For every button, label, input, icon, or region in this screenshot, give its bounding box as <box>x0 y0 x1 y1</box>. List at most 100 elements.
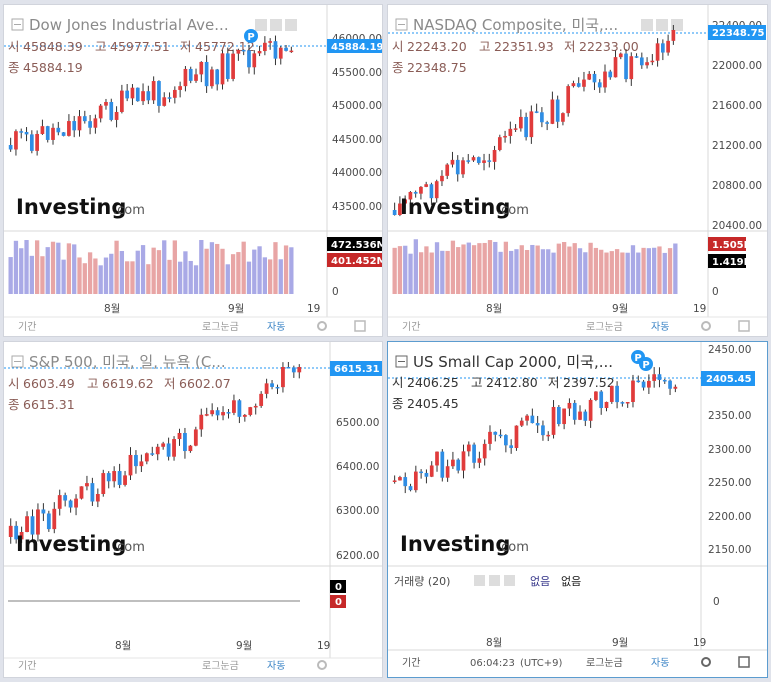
p-badge[interactable]: P P <box>631 350 653 371</box>
candle-down <box>56 127 61 133</box>
svg-text:종: 종 <box>8 60 20 75</box>
volume-bars <box>8 240 294 294</box>
candle-down <box>636 380 641 383</box>
settings-icon <box>641 19 653 31</box>
candle-up <box>172 439 176 457</box>
gear-icon[interactable] <box>489 575 500 586</box>
fullscreen-icon[interactable] <box>354 320 366 332</box>
volume-bar <box>556 243 561 294</box>
minimize-icon[interactable] <box>11 355 24 368</box>
candle-up <box>629 56 634 80</box>
gear-icon[interactable] <box>317 321 327 331</box>
auto-scale-button[interactable]: 자동 <box>651 657 669 669</box>
candle-up <box>112 471 117 482</box>
volume-bar <box>236 252 241 294</box>
svg-text:45884.19: 45884.19 <box>331 42 383 53</box>
candle-up <box>482 160 486 163</box>
period-button[interactable]: 기간 <box>18 321 36 333</box>
candle-up <box>281 367 285 388</box>
log-scale-button[interactable]: 로그눈금 <box>202 321 239 333</box>
volume-bar <box>82 263 87 294</box>
chart-panel-sp500[interactable]: S&P 500, 미국, 일, 뉴욕 (C... 시 6603.49 고 661… <box>3 341 383 678</box>
gear-icon[interactable] <box>317 660 327 670</box>
candle-up <box>451 459 455 467</box>
volume-bar <box>114 240 119 294</box>
candle-down <box>509 445 514 449</box>
chart-panel-russell[interactable]: US Small Cap 2000, 미국,... P P 시 2406.25 … <box>387 341 768 678</box>
volume-bar <box>61 259 66 294</box>
candle-down <box>534 111 539 113</box>
volume-tags: 0 0 <box>330 580 346 608</box>
period-button[interactable]: 기간 <box>18 660 36 672</box>
candle-up <box>161 443 166 447</box>
svg-text:고: 고 <box>479 39 491 54</box>
candle-down <box>215 410 220 416</box>
candle-down <box>657 374 662 380</box>
candle-down <box>284 47 288 51</box>
volume-bar <box>609 251 614 294</box>
candle-up <box>466 444 471 452</box>
candle-up <box>104 101 108 106</box>
log-scale-button[interactable]: 로그눈금 <box>586 657 623 669</box>
volume-bars <box>392 239 678 294</box>
auto-scale-button[interactable]: 자동 <box>267 660 285 672</box>
svg-text:시: 시 <box>392 375 404 390</box>
settings-icon-group[interactable] <box>255 19 297 31</box>
candle-down <box>166 443 171 457</box>
chart-footer: 기간 06:04:23 (UTC+9) 로그눈금 자동 <box>402 656 750 669</box>
volume-bar <box>13 240 19 294</box>
volume-bar <box>289 247 294 294</box>
chart-title: NASDAQ Composite, 미국,... <box>413 16 618 34</box>
minimize-icon[interactable] <box>11 18 24 31</box>
chart-svg-nasdaq[interactable]: NASDAQ Composite, 미국,... 시 22243.20 고 22… <box>388 5 768 337</box>
svg-text:45977.51: 45977.51 <box>110 39 170 54</box>
volume-bar <box>461 244 466 294</box>
volume-bar <box>424 246 429 294</box>
volume-bar <box>466 242 471 294</box>
candle-down <box>608 71 613 78</box>
candle-down <box>661 43 665 53</box>
timezone-readout[interactable]: (UTC+9) <box>520 658 562 669</box>
log-scale-button[interactable]: 로그눈금 <box>586 321 623 333</box>
candle-down <box>63 495 68 501</box>
period-button[interactable]: 기간 <box>402 321 420 333</box>
minimize-icon[interactable] <box>395 18 408 31</box>
candle-up <box>525 415 529 421</box>
auto-scale-button[interactable]: 자동 <box>267 321 285 333</box>
candle-down <box>150 453 155 455</box>
candle-down <box>135 87 140 102</box>
svg-text:20800.00: 20800.00 <box>712 180 762 192</box>
chart-panel-nasdaq[interactable]: NASDAQ Composite, 미국,... 시 22243.20 고 22… <box>387 4 768 337</box>
candle-up <box>471 157 476 161</box>
log-scale-button[interactable]: 로그눈금 <box>202 660 239 672</box>
settings-icon-group[interactable] <box>641 19 683 31</box>
chart-svg-russell[interactable]: US Small Cap 2000, 미국,... P P 시 2406.25 … <box>388 342 768 678</box>
fullscreen-icon[interactable] <box>738 656 750 668</box>
p-badge[interactable]: P <box>244 29 258 43</box>
close-icon[interactable] <box>504 575 515 586</box>
minimize-icon[interactable] <box>395 355 408 368</box>
volume-bar <box>630 245 636 294</box>
candle-up <box>188 445 193 452</box>
chart-svg-dow[interactable]: Dow Jones Industrial Ave... 시 45848.39 고… <box>4 5 383 337</box>
eye-icon[interactable] <box>474 575 485 586</box>
chart-svg-sp500[interactable]: S&P 500, 미국, 일, 뉴욕 (C... 시 6603.49 고 661… <box>4 342 383 678</box>
candle-up <box>93 118 98 128</box>
svg-text:6500.00: 6500.00 <box>336 417 379 429</box>
auto-scale-button[interactable]: 자동 <box>651 321 669 333</box>
gear-icon[interactable] <box>701 657 711 667</box>
volume-bar <box>119 250 125 294</box>
candle-up <box>74 498 78 508</box>
candle-up <box>497 137 502 150</box>
svg-text:0: 0 <box>332 286 339 298</box>
candle-up <box>587 73 592 80</box>
volume-bar <box>413 239 418 294</box>
chart-panel-dow[interactable]: Dow Jones Industrial Ave... 시 45848.39 고… <box>3 4 383 337</box>
fullscreen-icon[interactable] <box>738 320 750 332</box>
volume-bar <box>241 241 246 294</box>
period-button[interactable]: 기간 <box>402 657 420 669</box>
gear-icon[interactable] <box>701 321 711 331</box>
volume-bar <box>514 249 519 294</box>
svg-text:2450.00: 2450.00 <box>708 344 751 356</box>
candle-up <box>609 385 614 402</box>
